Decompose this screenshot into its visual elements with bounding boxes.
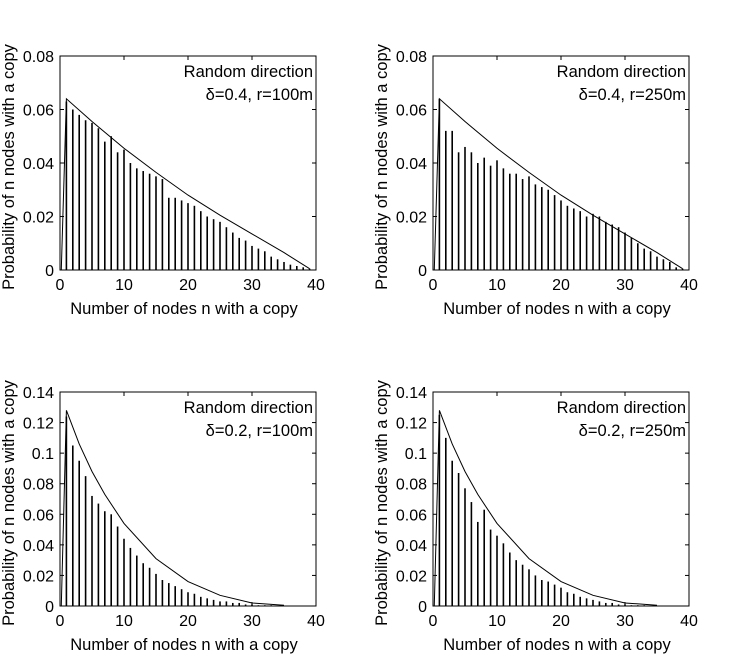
x-tick-label: 40 — [307, 613, 325, 630]
y-tick-label: 0.04 — [396, 156, 427, 173]
x-tick-label: 10 — [115, 613, 133, 630]
x-tick-label: 20 — [179, 613, 197, 630]
y-tick-label: 0.04 — [396, 538, 427, 555]
x-tick-label: 40 — [680, 277, 698, 294]
y-axis-label: Probability of n nodes with a copy — [0, 43, 18, 290]
x-tick-label: 0 — [429, 277, 438, 294]
annotation-line: δ=0.4, r=100m — [206, 86, 313, 104]
x-tick-label: 30 — [243, 613, 261, 630]
y-tick-label: 0.02 — [23, 210, 54, 227]
annotation-line: Random direction — [557, 399, 686, 417]
x-tick-label: 0 — [56, 613, 65, 630]
theoretical-curve — [60, 410, 285, 607]
annotation-line: Random direction — [557, 63, 686, 81]
x-axis-label: Number of nodes n with a copy — [70, 300, 298, 318]
y-tick-label: 0.08 — [396, 477, 427, 494]
y-tick-label: 0.04 — [23, 538, 54, 555]
chart-panel-bottom-right: 0 10 20 30 40 0 0.02 0.04 0.06 0.08 0.1 0.12 0.14 Num… — [373, 379, 698, 654]
theoretical-curve — [433, 97, 683, 271]
x-tick-label: 0 — [429, 613, 438, 630]
y-tick-label: 0.12 — [23, 416, 54, 433]
chart-panel-top-right: 0 10 20 30 40 0 0.02 0.04 0.06 0.08 Number of node… — [373, 43, 698, 318]
y-tick-label: 0.02 — [396, 210, 427, 227]
y-tick-label: 0.1 — [32, 446, 54, 463]
x-tick-label: 30 — [616, 613, 634, 630]
y-tick-label: 0 — [45, 599, 54, 616]
x-tick-label: 0 — [56, 277, 65, 294]
y-tick-label: 0.02 — [396, 568, 427, 585]
x-axis-label: Number of nodes n with a copy — [443, 300, 671, 318]
y-axis-label: Probability of n nodes with a copy — [373, 379, 391, 626]
y-tick-label: 0 — [45, 263, 54, 280]
y-tick-label: 0.06 — [396, 103, 427, 120]
annotation-line: Random direction — [184, 63, 313, 81]
y-tick-label: 0.06 — [23, 507, 54, 524]
y-tick-label: 0.12 — [396, 416, 427, 433]
x-tick-label: 30 — [616, 277, 634, 294]
y-tick-label: 0 — [418, 599, 427, 616]
y-tick-label: 0.1 — [405, 446, 427, 463]
y-tick-label: 0.06 — [396, 507, 427, 524]
chart-panel-bottom-left: 0 10 20 30 40 0 0.02 0.04 0.06 0.08 0.1 0.12 0.14 Num… — [0, 379, 325, 654]
x-axis-label: Number of nodes n with a copy — [443, 636, 671, 654]
y-axis-label: Probability of n nodes with a copy — [0, 379, 18, 626]
y-tick-label: 0.14 — [396, 385, 427, 402]
y-tick-label: 0.08 — [396, 49, 427, 66]
theoretical-curve — [433, 410, 658, 607]
theoretical-curve — [60, 97, 310, 271]
y-axis-label: Probability of n nodes with a copy — [373, 43, 391, 290]
x-tick-label: 10 — [488, 277, 506, 294]
x-tick-label: 20 — [552, 277, 570, 294]
x-tick-label: 40 — [680, 613, 698, 630]
y-tick-label: 0.06 — [23, 103, 54, 120]
y-tick-label: 0.08 — [23, 477, 54, 494]
x-tick-label: 40 — [307, 277, 325, 294]
x-tick-label: 30 — [243, 277, 261, 294]
annotation-line: δ=0.2, r=250m — [579, 422, 686, 440]
y-tick-label: 0 — [418, 263, 427, 280]
x-axis-label: Number of nodes n with a copy — [70, 636, 298, 654]
x-tick-label: 20 — [552, 613, 570, 630]
y-tick-label: 0.08 — [23, 49, 54, 66]
y-tick-label: 0.14 — [23, 385, 54, 402]
y-tick-label: 0.04 — [23, 156, 54, 173]
chart-panel-top-left: 0 10 20 30 40 0 0.02 0.04 0.06 0.08 Number of node… — [0, 43, 325, 318]
x-tick-label: 20 — [179, 277, 197, 294]
annotation-line: δ=0.4, r=250m — [579, 86, 686, 104]
annotation-line: Random direction — [184, 399, 313, 417]
x-tick-label: 10 — [488, 613, 506, 630]
x-tick-label: 10 — [115, 277, 133, 294]
y-tick-label: 0.02 — [23, 568, 54, 585]
annotation-line: δ=0.2, r=100m — [206, 422, 313, 440]
